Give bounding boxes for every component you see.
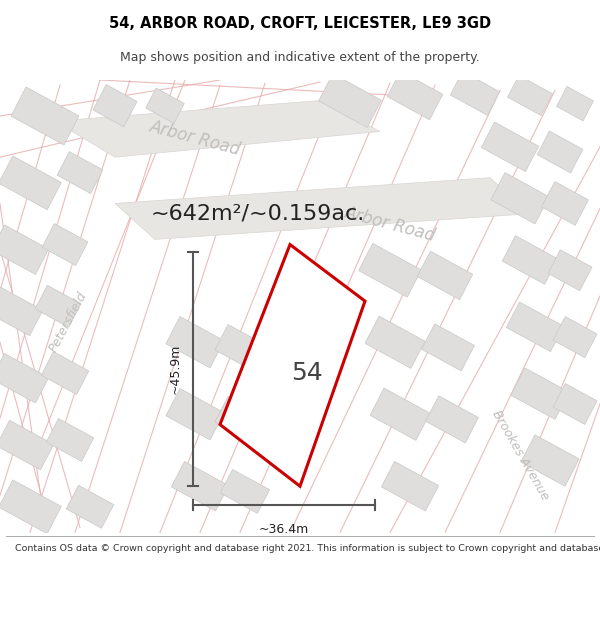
Polygon shape [417,251,473,300]
Text: ~45.9m: ~45.9m [169,344,182,394]
Polygon shape [11,87,79,145]
Polygon shape [215,396,265,442]
Polygon shape [359,243,421,297]
Polygon shape [548,250,592,291]
Polygon shape [521,435,579,486]
Polygon shape [387,71,443,120]
Polygon shape [506,302,563,352]
Polygon shape [93,84,137,127]
Polygon shape [66,486,114,528]
Text: Arbor Road: Arbor Road [148,118,242,159]
Polygon shape [166,389,224,440]
Polygon shape [0,354,49,403]
Polygon shape [42,224,88,266]
Polygon shape [35,285,81,328]
Polygon shape [166,316,224,368]
Polygon shape [557,86,593,121]
Polygon shape [451,71,500,116]
Text: Arbor Road: Arbor Road [343,203,437,245]
Polygon shape [370,388,430,441]
Text: ~642m²/~0.159ac.: ~642m²/~0.159ac. [151,204,365,224]
Text: Brookes Avenue: Brookes Avenue [489,408,551,502]
Polygon shape [511,368,569,419]
Polygon shape [319,74,382,128]
Polygon shape [382,461,439,511]
Polygon shape [0,225,49,274]
Polygon shape [220,469,269,513]
Polygon shape [537,131,583,173]
Text: ~36.4m: ~36.4m [259,523,309,536]
Polygon shape [55,101,380,157]
Polygon shape [491,173,549,224]
Text: Petersfield: Petersfield [47,289,89,354]
Polygon shape [146,88,184,123]
Polygon shape [220,244,365,486]
Polygon shape [0,480,61,534]
Polygon shape [57,152,103,194]
Text: 54, ARBOR ROAD, CROFT, LEICESTER, LE9 3GD: 54, ARBOR ROAD, CROFT, LEICESTER, LE9 3G… [109,16,491,31]
Polygon shape [502,236,558,284]
Polygon shape [553,384,597,424]
Polygon shape [425,396,478,443]
Text: Map shows position and indicative extent of the property.: Map shows position and indicative extent… [120,51,480,64]
Polygon shape [0,287,43,336]
Polygon shape [365,316,425,368]
Polygon shape [172,461,229,511]
Polygon shape [115,177,530,239]
Polygon shape [553,317,597,357]
Polygon shape [0,156,61,210]
Polygon shape [542,181,589,225]
Polygon shape [0,420,53,470]
Polygon shape [422,324,475,371]
Polygon shape [481,122,539,172]
Polygon shape [508,76,553,116]
Text: Contains OS data © Crown copyright and database right 2021. This information is : Contains OS data © Crown copyright and d… [15,544,600,552]
Polygon shape [46,419,94,461]
Text: 54: 54 [291,361,323,385]
Polygon shape [215,324,265,370]
Polygon shape [41,352,89,394]
